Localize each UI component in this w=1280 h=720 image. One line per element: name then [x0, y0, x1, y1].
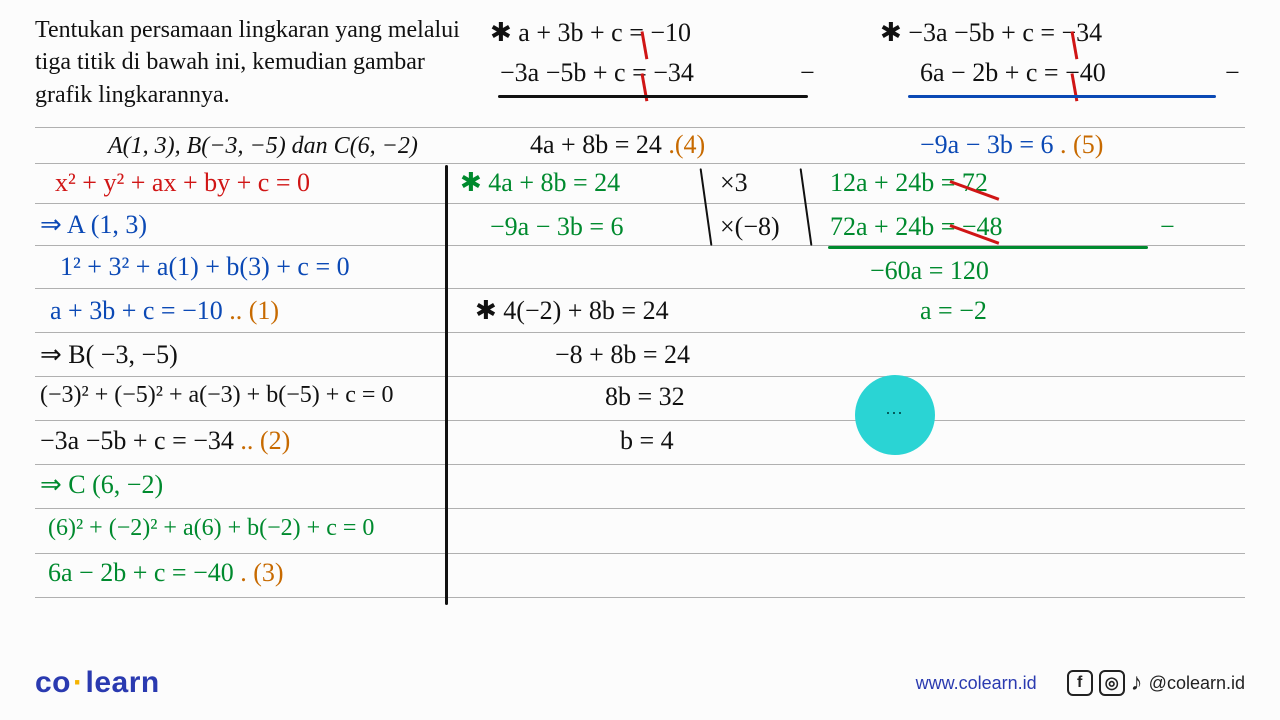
ruling-line — [35, 376, 1245, 377]
ruling-line — [35, 553, 1245, 554]
problem-line1: Tentukan persamaan lingkaran yang melalu… — [35, 14, 475, 46]
times3: ×3 — [720, 168, 748, 198]
solve-b3: 8b = 32 — [605, 382, 685, 412]
mid-mul2: −9a − 3b = 6 — [490, 212, 624, 242]
solve-b4: b = 4 — [620, 426, 674, 456]
small-div2 — [800, 168, 813, 246]
result-eq5: −9a − 3b = 6 . (5) — [920, 130, 1103, 160]
instagram-icon: ◎ — [1099, 670, 1125, 696]
result-eq4: 4a + 8b = 24 .(4) — [530, 130, 705, 160]
general-equation: x² + y² + ax + by + c = 0 — [55, 168, 310, 198]
social-handle: @colearn.id — [1149, 673, 1245, 694]
problem-line2: tiga titik di bawah ini, kemudian gambar — [35, 46, 475, 78]
ruling-line — [35, 332, 1245, 333]
highlight-circle: ⋯ — [855, 375, 935, 455]
sub-a: 1² + 3² + a(1) + b(3) + c = 0 — [60, 252, 350, 282]
problem-points: A(1, 3), B(−3, −5) dan C(6, −2) — [108, 130, 418, 162]
facebook-icon: f — [1067, 670, 1093, 696]
point-a: ⇒ A (1, 3) — [40, 210, 147, 240]
ruling-line — [35, 420, 1245, 421]
right-eq1: ✱ −3a −5b + c = −34 — [880, 18, 1102, 48]
minus-op3: − — [1160, 212, 1175, 242]
problem-line3: grafik lingkarannya. — [35, 79, 475, 111]
right-row3: −60a = 120 — [870, 256, 989, 286]
point-c: ⇒ C (6, −2) — [40, 470, 163, 500]
ruling-line — [35, 288, 1245, 289]
right-row4: a = −2 — [920, 296, 987, 326]
eq1: a + 3b + c = −10 .. (1) — [50, 296, 279, 326]
ruling-line — [35, 508, 1245, 509]
mid-eq1: ✱ a + 3b + c = −10 — [490, 18, 691, 48]
point-b: ⇒ B( −3, −5) — [40, 340, 178, 370]
solve-b1: ✱ 4(−2) + 8b = 24 — [475, 296, 669, 326]
small-div1 — [700, 168, 713, 246]
underline-right — [908, 95, 1216, 98]
ruling-line — [35, 597, 1245, 598]
ruling-line — [35, 203, 1245, 204]
social-icons: f ◎ ♪ @colearn.id — [1067, 669, 1245, 697]
sub-c: (6)² + (−2)² + a(6) + b(−2) + c = 0 — [48, 515, 374, 542]
vertical-divider — [445, 165, 448, 605]
circle-mark: ⋯ — [885, 403, 903, 424]
problem-statement: Tentukan persamaan lingkaran yang melalu… — [35, 14, 475, 111]
footer-right: www.colearn.id f ◎ ♪ @colearn.id — [916, 669, 1245, 697]
minus-op1: − — [800, 58, 815, 88]
sub-b: (−3)² + (−5)² + a(−3) + b(−5) + c = 0 — [40, 382, 393, 409]
footer: co·learn www.colearn.id f ◎ ♪ @colearn.i… — [35, 666, 1245, 700]
ruling-line — [35, 464, 1245, 465]
times-neg8: ×(−8) — [720, 212, 780, 242]
eq2: −3a −5b + c = −34 .. (2) — [40, 426, 290, 456]
ruling-line — [35, 127, 1245, 128]
brand-logo: co·learn — [35, 666, 160, 700]
right-eq2: 6a − 2b + c = −40 — [920, 58, 1106, 88]
solve-b2: −8 + 8b = 24 — [555, 340, 690, 370]
mid-eq2: −3a −5b + c = −34 — [500, 58, 694, 88]
ruling-line — [35, 163, 1245, 164]
page-root: Tentukan persamaan lingkaran yang melalu… — [0, 0, 1280, 720]
underline-mid — [498, 95, 808, 98]
right-row1: 12a + 24b = 72 — [830, 168, 988, 198]
footer-url: www.colearn.id — [916, 673, 1037, 694]
eq3: 6a − 2b + c = −40 . (3) — [48, 558, 284, 588]
minus-op2: − — [1225, 58, 1240, 88]
right-row2: 72a + 24b = −48 — [830, 212, 1003, 242]
tiktok-icon: ♪ — [1131, 669, 1143, 697]
mid-mul1: ✱ 4a + 8b = 24 — [460, 168, 620, 198]
underline-right2 — [828, 246, 1148, 249]
